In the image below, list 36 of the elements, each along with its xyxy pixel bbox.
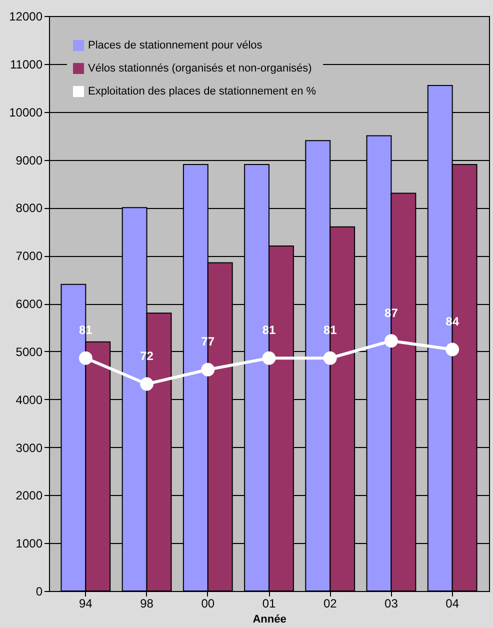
point — [323, 351, 337, 365]
point — [140, 377, 154, 391]
point — [201, 362, 215, 376]
y-tick-label: 5000 — [16, 344, 43, 359]
x-tick-label: 98 — [140, 596, 154, 610]
x-tick-label: 94 — [78, 596, 93, 610]
y-tick-label: 1000 — [16, 536, 43, 551]
point — [384, 334, 398, 348]
y-tick-label: 3000 — [16, 440, 43, 455]
x-tick-label: 01 — [262, 596, 276, 610]
y-tick-label: 12000 — [9, 10, 43, 24]
data-label: 77 — [201, 334, 215, 349]
point — [446, 342, 460, 356]
y-tick-label: 4000 — [16, 392, 43, 407]
point — [78, 351, 92, 365]
x-tick-label: 03 — [384, 596, 398, 610]
data-label: 81 — [78, 323, 93, 338]
legend-label: Exploitation des places de stationnement en % — [88, 86, 316, 98]
y-tick-label: 6000 — [16, 297, 43, 311]
x-axis-title: Année — [252, 614, 286, 626]
y-tick-label: 11000 — [10, 57, 43, 72]
point — [262, 351, 276, 365]
x-tick-label: 00 — [201, 596, 215, 610]
x-tick-label: 02 — [323, 596, 338, 610]
y-tick-label: 2000 — [16, 488, 43, 503]
y-tick-label: 7000 — [16, 249, 43, 264]
data-label: 87 — [384, 306, 398, 320]
legend-label: Places de stationnement pour vélos — [88, 40, 263, 52]
data-label: 81 — [323, 323, 338, 338]
y-tick-label: 0 — [36, 584, 43, 598]
y-tick-label: 9000 — [16, 153, 43, 168]
legend-label: Vélos stationnés (organisés et non-organisés) — [88, 62, 312, 74]
data-label: 81 — [262, 323, 276, 338]
x-tick-label: 04 — [446, 596, 460, 610]
y-tick-label: 10000 — [9, 105, 43, 120]
y-tick-label: 8000 — [16, 201, 43, 216]
